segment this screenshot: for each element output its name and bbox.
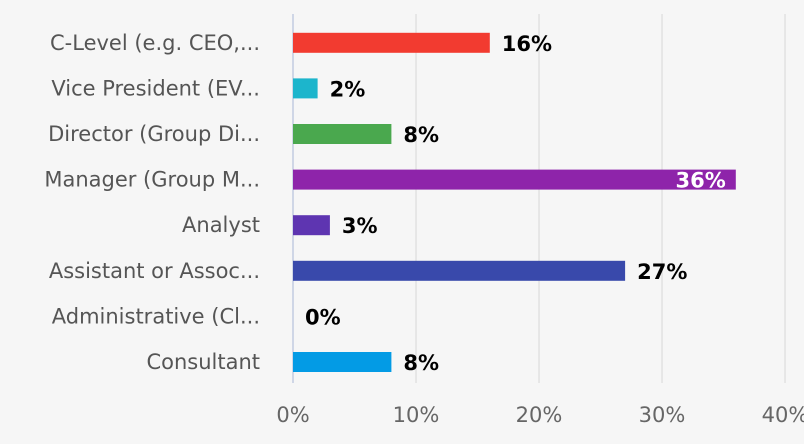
x-axis-ticks: 0% 10% 20% 30% 40% — [276, 403, 804, 427]
bars — [293, 32, 736, 372]
grid — [292, 14, 786, 383]
x-tick-label: 0% — [276, 403, 309, 427]
bar — [293, 169, 736, 190]
x-tick-label: 10% — [393, 403, 440, 427]
x-tick-label: 30% — [639, 403, 686, 427]
bar — [293, 260, 626, 281]
category-label: Analyst — [182, 213, 260, 237]
data-label: 3% — [342, 214, 378, 238]
category-label: Consultant — [146, 350, 260, 374]
category-label: C-Level (e.g. CEO,... — [50, 31, 260, 55]
category-label: Vice President (EV... — [51, 76, 260, 100]
bar — [293, 32, 490, 53]
bar — [293, 124, 392, 144]
x-tick-label: 20% — [516, 403, 563, 427]
bar — [293, 215, 330, 236]
data-label: 2% — [330, 77, 366, 101]
category-label: Manager (Group M... — [44, 168, 260, 192]
data-label: 8% — [403, 351, 439, 375]
category-label: Administrative (Cl... — [52, 304, 260, 328]
category-label: Director (Group Di... — [48, 122, 260, 146]
category-label: Assistant or Assoc... — [49, 259, 260, 283]
data-label: 36% — [676, 169, 726, 193]
data-label: 27% — [637, 260, 687, 284]
bar — [293, 78, 318, 99]
data-label: 8% — [403, 123, 439, 147]
category-labels: C-Level (e.g. CEO,... Vice President (EV.… — [44, 31, 260, 374]
x-tick-label: 40% — [762, 403, 804, 427]
data-label: 0% — [305, 305, 341, 329]
data-label: 16% — [502, 32, 552, 56]
bar — [293, 352, 392, 372]
data-labels: 16% 2% 8% 36% 3% 27% 0% 8% — [305, 32, 726, 375]
